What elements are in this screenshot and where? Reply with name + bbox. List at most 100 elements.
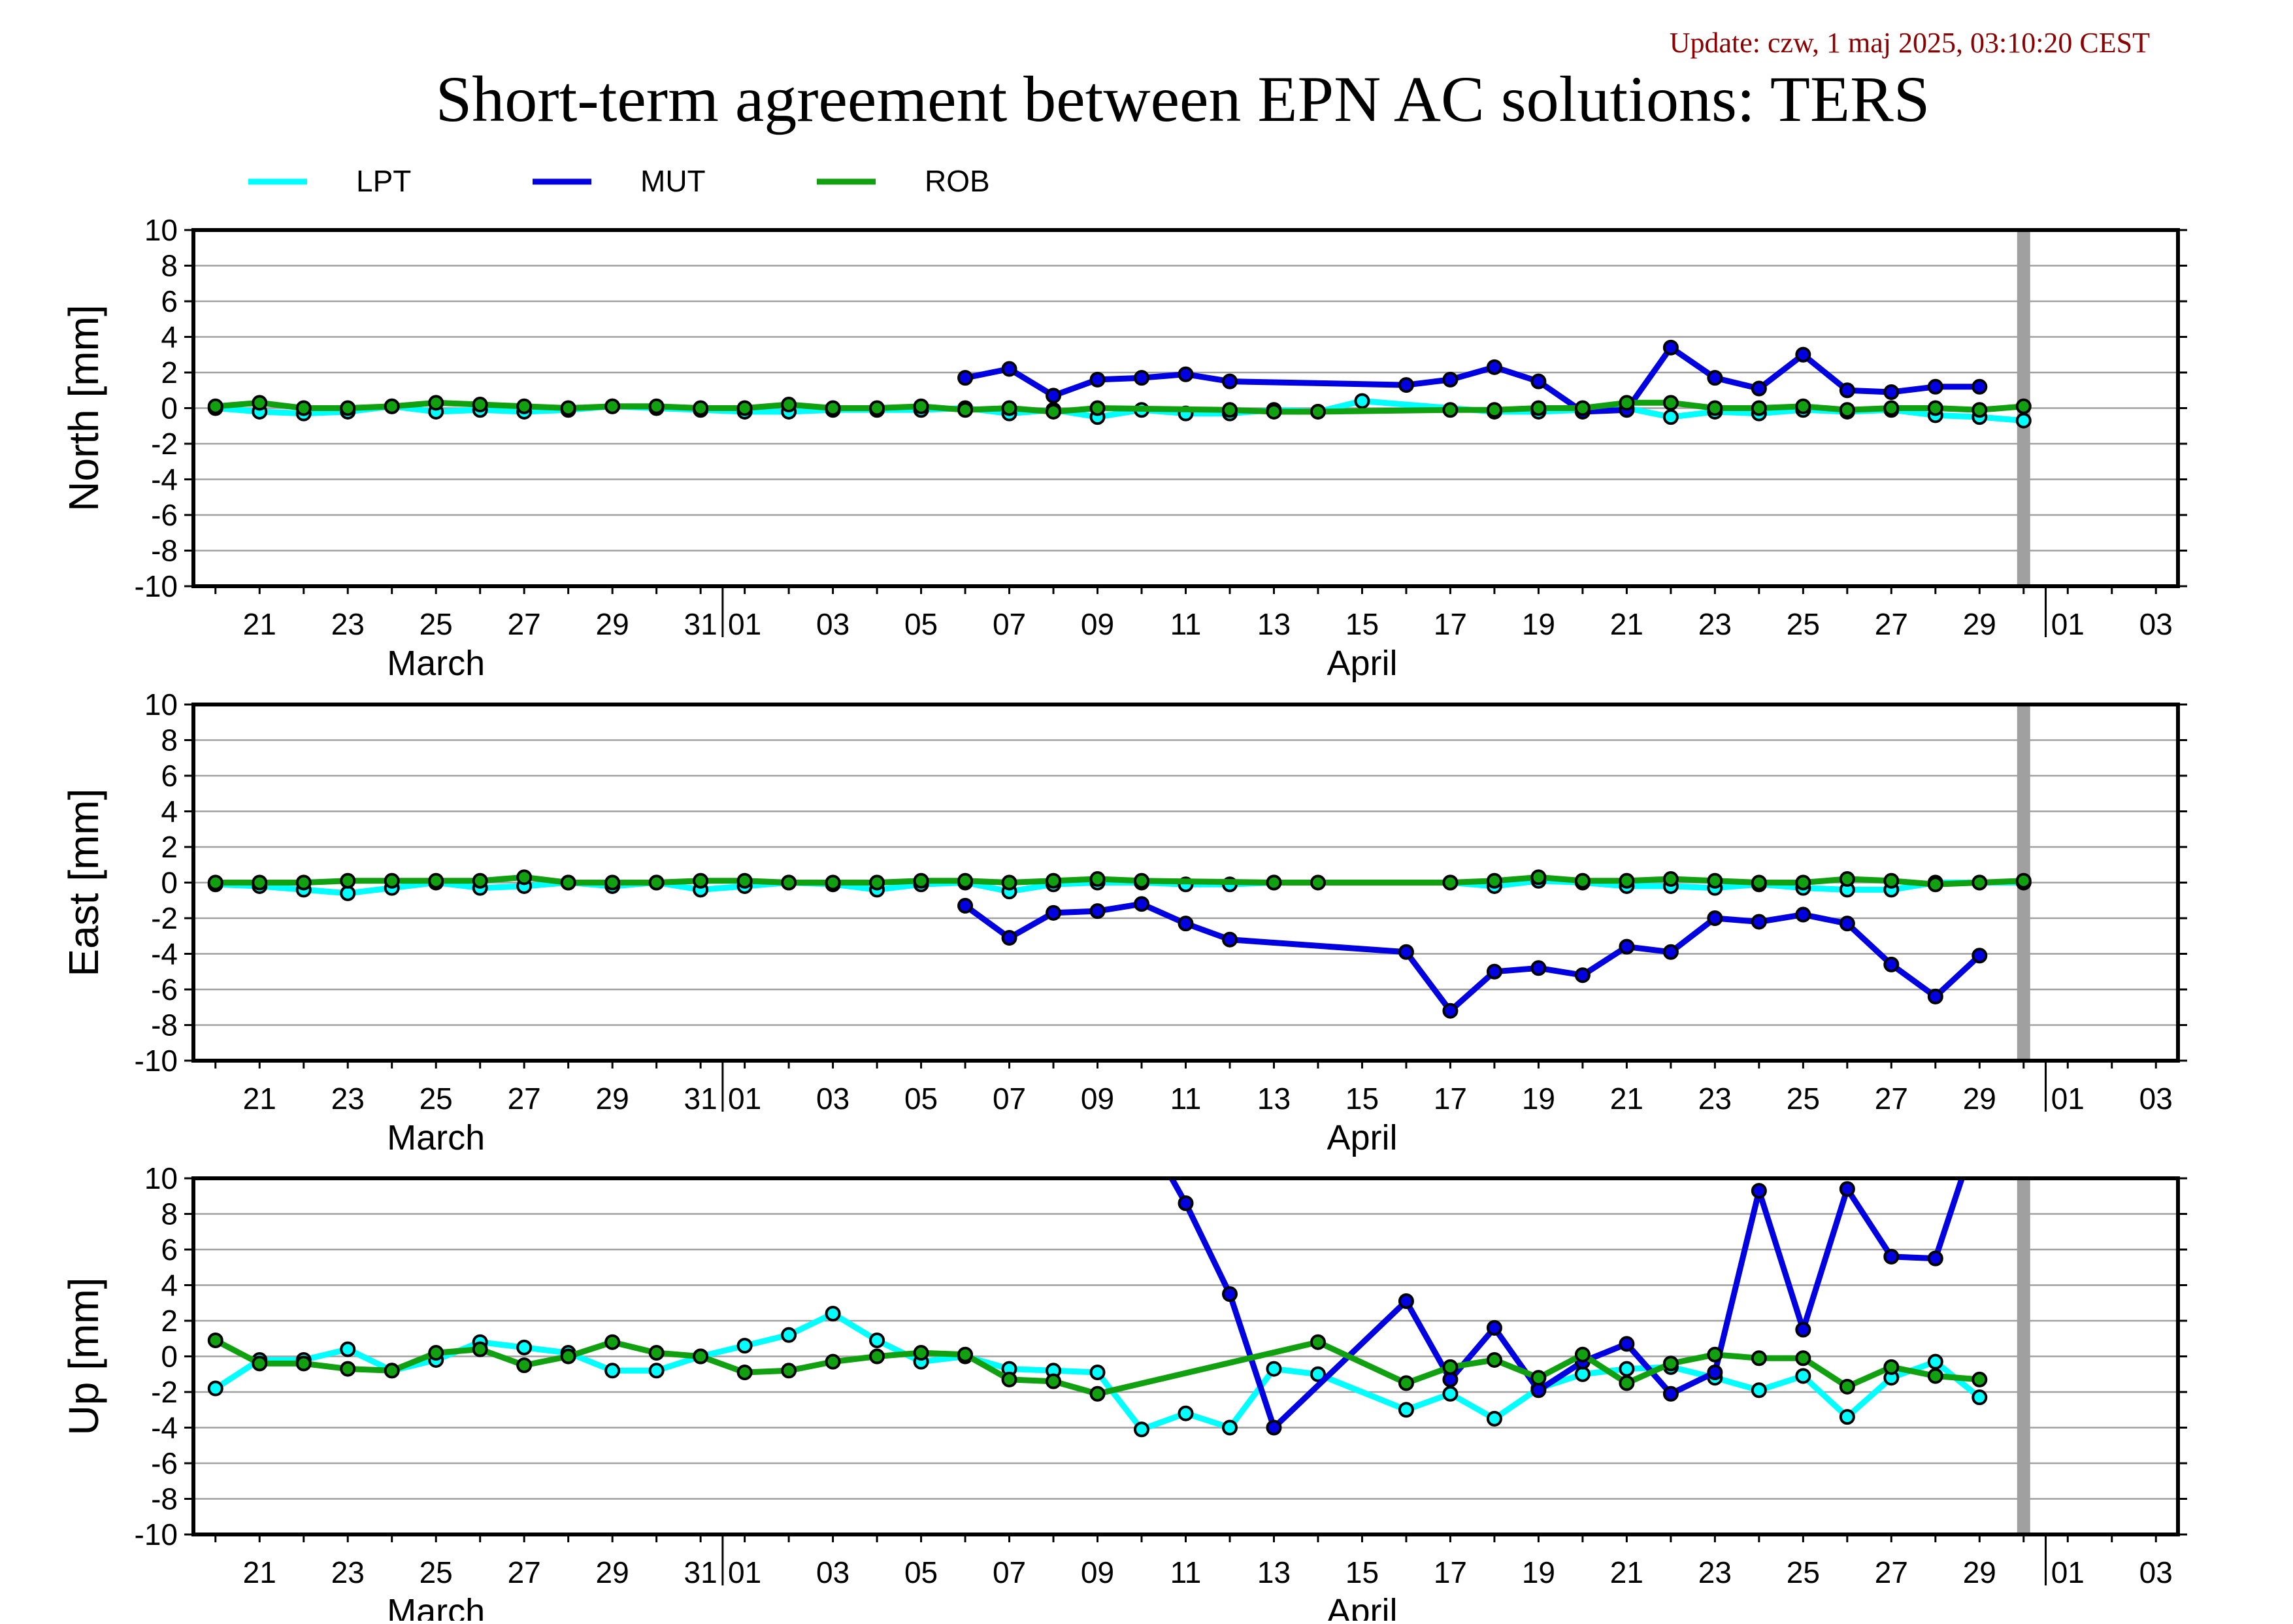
data-point-rob: [560, 400, 576, 416]
data-point-lpt: [1134, 1421, 1150, 1438]
y-tick-label: 0: [161, 1340, 178, 1374]
x-tick-label: 21: [1610, 1555, 1643, 1589]
x-tick-label: 15: [1345, 1555, 1379, 1589]
data-point-rob: [693, 1348, 709, 1365]
x-tick-label: 05: [904, 607, 938, 641]
data-point-rob: [1795, 874, 1811, 891]
data-point-rob: [1971, 874, 1988, 891]
x-tick-label: 23: [331, 607, 365, 641]
x-tick-label: 15: [1345, 607, 1379, 641]
y-tick-label: 8: [161, 249, 178, 283]
data-point-rob: [384, 872, 400, 889]
data-point-rob: [1927, 400, 1943, 416]
data-point-lpt: [207, 1380, 223, 1397]
data-point-lpt: [516, 1339, 533, 1355]
month-label: April: [1327, 1592, 1397, 1621]
data-point-lpt: [1574, 1366, 1591, 1382]
data-point-rob: [207, 1332, 223, 1348]
month-label: March: [387, 644, 485, 683]
data-point-rob: [516, 869, 533, 886]
data-point-rob: [1883, 872, 1900, 889]
data-point-rob: [648, 398, 665, 414]
data-point-lpt: [781, 1327, 797, 1343]
data-point-rob: [1089, 1385, 1106, 1402]
data-point-rob: [2015, 872, 2032, 889]
month-label: April: [1327, 1118, 1397, 1157]
y-tick-label: -4: [151, 937, 178, 971]
x-tick-label: 17: [1434, 1555, 1467, 1589]
data-point-rob: [957, 1346, 974, 1363]
series-group: [207, 1178, 1988, 1438]
data-point-rob: [913, 872, 929, 889]
data-point-rob: [1927, 1368, 1943, 1384]
month-label: April: [1327, 644, 1397, 683]
month-label: March: [387, 1592, 485, 1621]
y-tick-label: -8: [151, 1482, 178, 1516]
plot-frame: [191, 703, 2180, 1063]
y-tick-label: -6: [151, 1446, 178, 1480]
data-point-lpt: [1971, 1389, 1988, 1406]
data-point-mut: [1751, 380, 1767, 397]
legend-label-mut: MUT: [640, 164, 706, 198]
data-point-rob: [1089, 400, 1106, 416]
data-point-rob: [781, 874, 797, 891]
x-tick-label: 31: [684, 1555, 718, 1589]
x-tick-label: 15: [1345, 1082, 1379, 1116]
data-point-rob: [1266, 874, 1282, 891]
data-point-rob: [384, 1363, 400, 1379]
x-tick-label: 29: [1963, 1555, 1996, 1589]
data-point-mut: [1795, 346, 1811, 363]
data-point-rob: [1662, 1355, 1679, 1372]
data-point-rob: [1310, 1334, 1326, 1350]
data-point-mut: [1751, 914, 1767, 930]
data-point-mut: [1486, 1319, 1502, 1336]
data-point-mut: [1046, 388, 1062, 404]
x-tick-label: 01: [2051, 1555, 2085, 1589]
y-tick-label: 6: [161, 1233, 178, 1267]
data-point-rob: [1751, 400, 1767, 416]
data-point-rob: [1751, 1350, 1767, 1367]
y-tick-label: -6: [151, 972, 178, 1006]
data-point-mut: [1398, 377, 1414, 393]
data-point-lpt: [340, 885, 356, 901]
data-point-mut: [1530, 1382, 1547, 1399]
data-point-mut: [1486, 359, 1502, 375]
data-point-rob: [1442, 1359, 1459, 1375]
data-point-mut: [1839, 382, 1855, 399]
data-point-rob: [1398, 1375, 1414, 1391]
chart-title: Short-term agreement between EPN AC solu…: [436, 63, 1930, 135]
data-point-rob: [1883, 400, 1900, 416]
data-point-rob: [340, 400, 356, 416]
data-point-rob: [781, 1363, 797, 1379]
y-tick-label: -2: [151, 901, 178, 935]
data-point-mut: [1751, 1183, 1767, 1199]
data-point-lpt: [604, 1363, 621, 1379]
y-tick-label: -2: [151, 427, 178, 461]
data-point-rob: [1442, 874, 1459, 891]
y-tick-label: 6: [161, 759, 178, 793]
data-point-rob: [428, 1345, 444, 1361]
data-point-rob: [2015, 398, 2032, 414]
data-point-rob: [1574, 1346, 1591, 1363]
data-point-rob: [472, 1341, 488, 1357]
x-tick-label: 11: [1170, 1555, 1202, 1589]
x-tick-label: 07: [993, 607, 1026, 641]
data-point-rob: [252, 1355, 268, 1372]
data-point-lpt: [825, 1306, 841, 1322]
data-point-rob: [1046, 403, 1062, 420]
data-point-rob: [1486, 872, 1502, 889]
data-point-rob: [560, 874, 576, 891]
data-point-rob: [1001, 1371, 1017, 1387]
data-point-lpt: [1662, 409, 1679, 425]
data-point-rob: [957, 872, 974, 889]
data-point-rob: [1927, 876, 1943, 893]
data-point-rob: [1619, 395, 1635, 411]
data-point-rob: [1530, 869, 1547, 886]
data-point-rob: [1619, 1375, 1635, 1391]
data-point-rob: [825, 874, 841, 891]
data-point-rob: [516, 1357, 533, 1374]
data-point-mut: [1178, 916, 1194, 932]
